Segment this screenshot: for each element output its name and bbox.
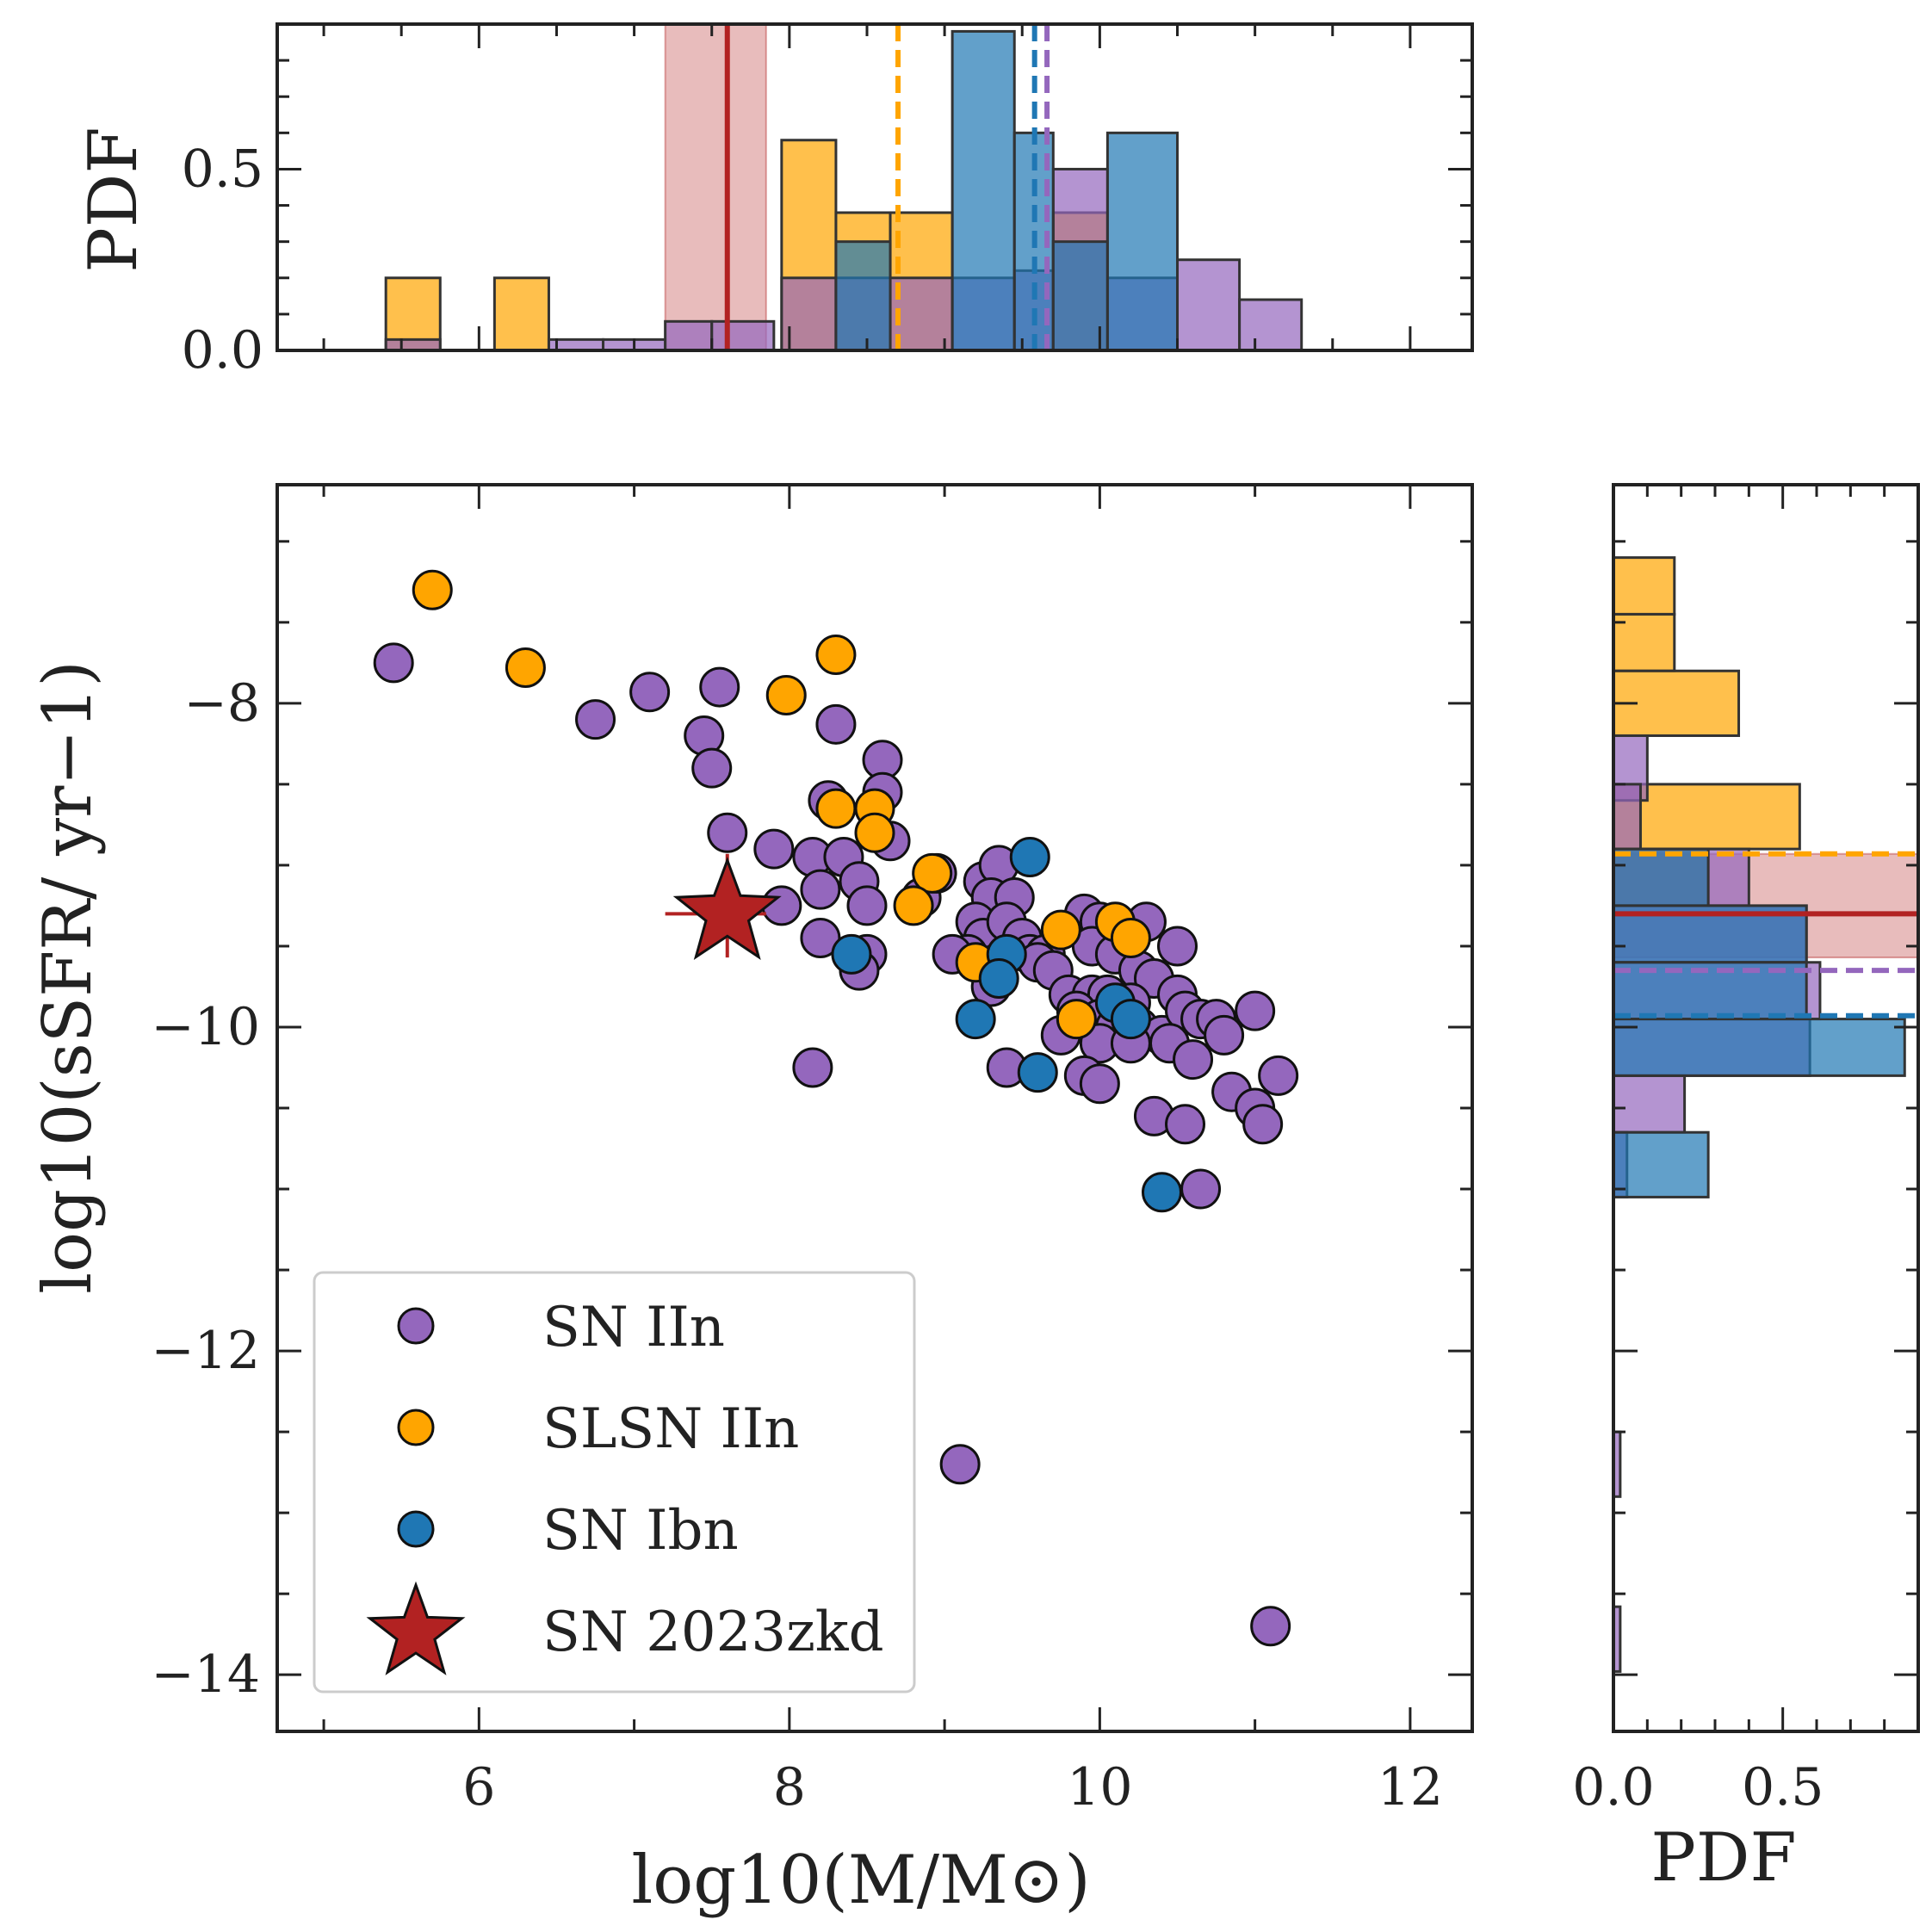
scatter-point-sn-iin xyxy=(1242,1104,1284,1145)
scatter-point-sn-ibn xyxy=(1141,1172,1182,1213)
scatter-point-sn-iin xyxy=(699,666,740,708)
right-histogram-xlabel: PDF xyxy=(1650,1819,1796,1897)
top-hist-bar-sn-iin xyxy=(710,319,776,352)
legend-marker-sn-2023zkd xyxy=(366,1581,466,1675)
right-hist-bar-sn-ibn xyxy=(1612,1018,1906,1077)
scatter-point-slsn-iin xyxy=(893,885,934,926)
top-hist-ytick-label: 0.0 xyxy=(182,320,263,381)
legend-marker-sn-iin xyxy=(397,1307,435,1345)
top-hist-bar-sn-iin xyxy=(1176,258,1242,352)
legend: SN IIn SLSN IIn SN Ibn SN 2023zkd xyxy=(313,1271,916,1694)
scatter-point-sn-iin xyxy=(1180,1168,1222,1210)
scatter-point-sn-iin xyxy=(373,642,414,684)
scatter-point-slsn-iin xyxy=(1040,909,1081,951)
legend-label-sn-ibn: SN Ibn xyxy=(542,1499,739,1563)
scatter-point-sn-ibn xyxy=(831,933,872,975)
top-histogram-ylabel: PDF xyxy=(75,127,152,272)
right-hist-bar-sn-iin xyxy=(1612,783,1642,851)
scatter-point-slsn-iin xyxy=(505,647,546,688)
scatter-point-sn-iin xyxy=(1258,1055,1299,1096)
scatter-point-sn-iin xyxy=(1204,1014,1245,1056)
top-hist-bar-sn-ibn xyxy=(1105,131,1180,352)
scatter-point-sn-iin xyxy=(629,672,671,713)
x-tick-label: 8 xyxy=(773,1757,806,1817)
y-axis-label: log10(sSFR/ yr−1) xyxy=(29,660,107,1294)
scatter-point-slsn-iin xyxy=(1110,918,1151,959)
scatter-point-sn-iin xyxy=(1157,926,1198,967)
top-hist-band-sn-2023zkd xyxy=(664,23,767,351)
scatter-point-slsn-iin xyxy=(854,812,895,853)
legend-marker-sn-ibn xyxy=(397,1510,435,1548)
right-hist-bar-sn-ibn xyxy=(1612,1130,1710,1198)
top-hist-frame xyxy=(276,22,1474,352)
scatter-point-sn-iin xyxy=(1165,1104,1206,1145)
right-hist-bar-slsn-iin xyxy=(1612,612,1676,672)
scatter-point-slsn-iin xyxy=(912,852,953,894)
scatter-point-slsn-iin xyxy=(765,674,807,715)
legend-label-slsn-iin: SLSN IIn xyxy=(542,1397,799,1461)
scatter-point-sn-iin xyxy=(753,828,795,870)
legend-label-sn-2023zkd: SN 2023zkd xyxy=(542,1601,884,1664)
scatter-point-slsn-iin xyxy=(1056,999,1097,1040)
scatter-point-sn-ibn xyxy=(978,958,1019,1000)
scatter-point-sn-ibn xyxy=(1009,837,1050,878)
x-axis-label: log10(M/M⊙) xyxy=(631,1842,1090,1919)
scatter-point-slsn-iin xyxy=(412,569,453,610)
legend-frame xyxy=(313,1271,916,1694)
scatter-point-sn-ibn xyxy=(955,999,996,1040)
scatter-point-sn-iin xyxy=(691,747,733,789)
scatter-point-sn-iin xyxy=(939,1444,981,1485)
scatter-point-sn-iin xyxy=(1250,1606,1291,1647)
scatter-point-sn-iin xyxy=(1235,990,1276,1031)
scatter-point-sn-iin xyxy=(1079,1063,1120,1105)
scatter-point-sn-ibn xyxy=(1110,999,1151,1040)
x-tick-label: 12 xyxy=(1378,1757,1443,1817)
right-hist-xtick-label: 0.0 xyxy=(1572,1757,1654,1817)
legend-label-sn-iin: SN IIn xyxy=(542,1296,725,1359)
right-hist-bar-slsn-iin xyxy=(1612,556,1676,616)
y-tick-label: −10 xyxy=(151,997,260,1057)
x-tick-label: 6 xyxy=(462,1757,495,1817)
scatter-point-sn-ibn xyxy=(1017,1052,1058,1093)
scatter-point-sn-iin xyxy=(815,703,857,745)
x-tick-label: 10 xyxy=(1067,1757,1132,1817)
y-tick-label: −14 xyxy=(151,1644,260,1705)
right-hist-bar-sn-iin xyxy=(1612,1074,1687,1134)
y-tick-label: −12 xyxy=(151,1321,260,1381)
scatter-point-sn-iin xyxy=(792,1047,833,1088)
scatter-point-slsn-iin xyxy=(815,634,857,675)
scatter-point-sn-iin xyxy=(575,699,616,740)
top-histogram-panel: 0.0 0.5 xyxy=(182,22,1474,381)
legend-star-shape xyxy=(366,1581,466,1675)
top-hist-ytick-label: 0.5 xyxy=(182,139,263,199)
right-histogram-panel: 0.0 0.5 xyxy=(1572,483,1920,1817)
right-hist-bar-sn-ibn xyxy=(1612,847,1710,907)
right-hist-xtick-label: 0.5 xyxy=(1742,1757,1824,1817)
top-hist-bar-sn-iin xyxy=(664,319,714,352)
scatter-point-sn-iin xyxy=(1173,1039,1214,1081)
y-tick-label: −8 xyxy=(184,673,260,734)
scatter-star-sn-2023zkd xyxy=(672,856,782,960)
top-hist-bar-sn-iin xyxy=(1238,298,1303,352)
scatter-point-sn-iin xyxy=(707,812,748,853)
top-hist-bar-slsn-iin xyxy=(492,276,550,352)
legend-marker-slsn-iin xyxy=(397,1409,435,1446)
scatter-point-sn-iin xyxy=(846,885,888,926)
scatter-point-sn-iin xyxy=(800,869,841,910)
top-hist-bar-sn-ibn xyxy=(951,29,1016,352)
scatter-point-slsn-iin xyxy=(815,788,857,829)
top-hist-bar-sn-ibn xyxy=(834,240,892,352)
